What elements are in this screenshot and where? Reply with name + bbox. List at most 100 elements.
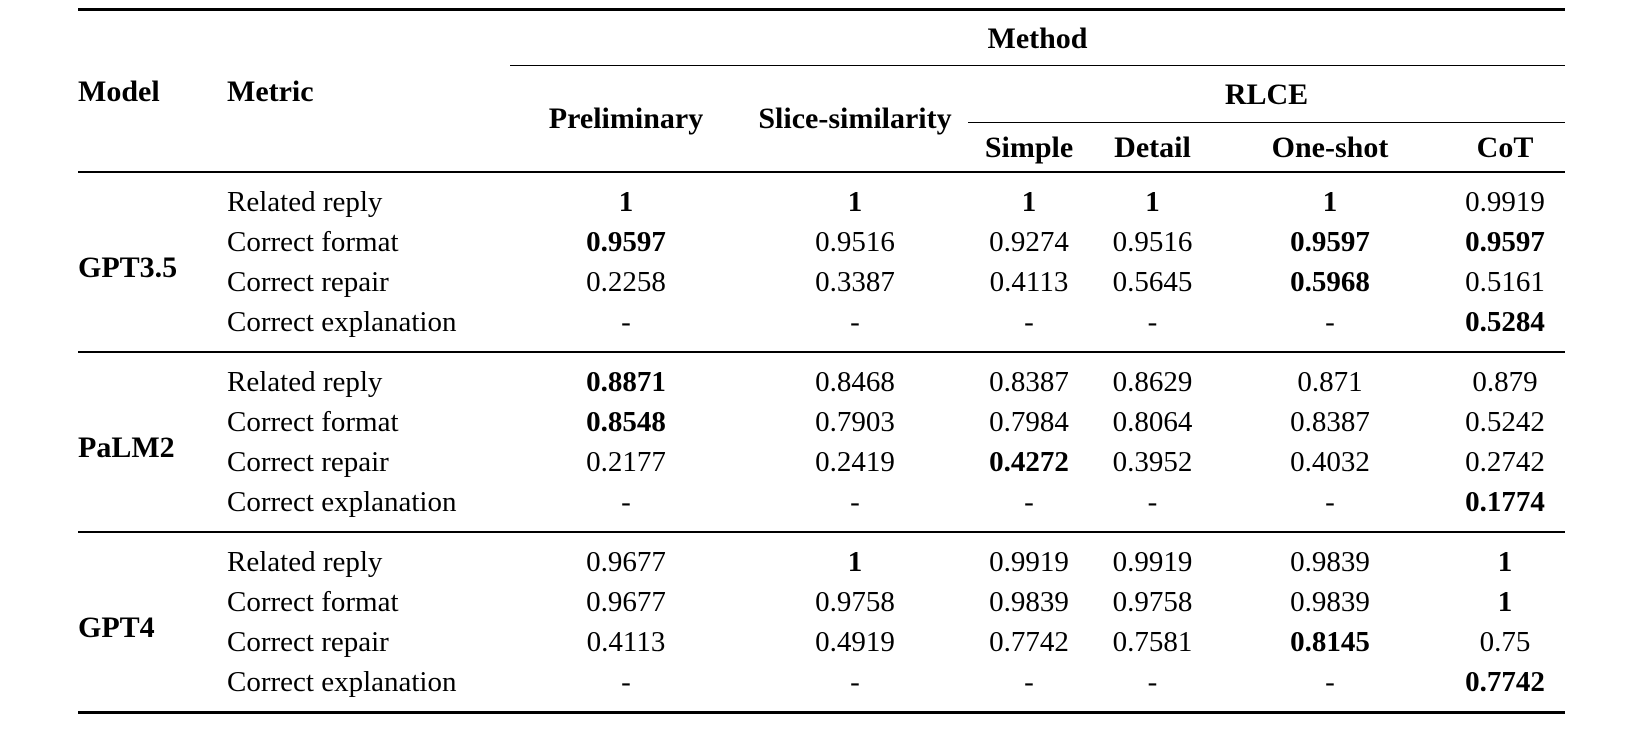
value-cell: -	[1325, 486, 1335, 519]
column-header-metric: Metric	[218, 9, 510, 173]
value-cell: -	[850, 306, 860, 339]
model-name: GPT3.5	[78, 250, 178, 284]
value-cell: 0.9839	[989, 586, 1069, 619]
value-cell: 0.8387	[1290, 406, 1370, 439]
metric-label: Correct repair	[227, 446, 389, 479]
value-cell: 1	[1021, 186, 1037, 219]
model-name: GPT4	[78, 610, 155, 644]
value-cell: 0.8468	[815, 366, 895, 399]
column-group-header-rlce: RLCE	[968, 65, 1565, 123]
column-group-header-method: Method	[510, 9, 1565, 66]
value-cell: 0.4113	[989, 266, 1069, 299]
value-cell: -	[1024, 666, 1034, 699]
value-cell: 0.879	[1472, 366, 1538, 399]
header-row-method: Model Metric Method	[78, 9, 1565, 173]
column-header-detail: Detail	[1090, 122, 1215, 173]
table-row: PaLM2 Related reply 0.8871 0.8468 0.8387 0.86…	[78, 352, 1565, 463]
value-cell: -	[850, 666, 860, 699]
value-cell: -	[1147, 306, 1158, 339]
table-row: Correct repair 0.4113 0.4919 0.7742 0.7581 0.…	[78, 623, 1565, 663]
value-cell: 0.9516	[1112, 226, 1193, 259]
value-cell: 0.9758	[815, 586, 895, 619]
metric-label: Related reply	[227, 546, 383, 579]
table-row: GPT4 Related reply 0.9677 1 0.9919 0.9919 0.98…	[78, 532, 1565, 643]
value-cell: 0.5968	[1290, 266, 1370, 299]
column-header-cot: CoT	[1445, 122, 1565, 173]
value-cell: -	[1325, 306, 1335, 339]
value-cell: -	[1024, 306, 1034, 339]
value-cell: 0.9677	[586, 546, 666, 579]
value-cell: 0.4919	[815, 626, 895, 659]
value-cell: 0.4032	[1290, 446, 1370, 479]
results-table: Model Metric Method Preliminary Slice-si…	[78, 8, 1565, 714]
metric-label: Related reply	[227, 366, 383, 399]
column-header-model: Model	[78, 9, 218, 173]
model-group: GPT4 Related reply 0.9677 1 0.9919 0.9919 0.98…	[78, 532, 1565, 713]
table-row: GPT3.5 Related reply 1 1 1 1 1 0.9919	[78, 172, 1565, 283]
value-cell: 1	[1322, 186, 1338, 219]
table-header: Model Metric Method Preliminary Slice-si…	[78, 9, 1565, 173]
value-cell: 0.75	[1479, 626, 1531, 659]
value-cell: -	[1147, 486, 1158, 519]
value-cell: 0.9677	[586, 586, 666, 619]
metric-label: Correct format	[227, 406, 399, 439]
value-cell: 0.7581	[1112, 626, 1193, 659]
value-cell: 0.4272	[989, 446, 1069, 479]
value-cell: 0.9919	[989, 546, 1069, 579]
value-cell: 1	[1145, 186, 1160, 219]
value-cell: 0.9839	[1290, 546, 1370, 579]
column-header-slice-similarity: Slice-similarity	[742, 65, 968, 173]
value-cell: -	[850, 486, 860, 519]
value-cell: 0.5284	[1465, 306, 1545, 339]
table-row: Correct explanation - - - - - 0.5284	[78, 303, 1565, 352]
value-cell: 1	[618, 186, 634, 219]
value-cell: -	[621, 486, 631, 519]
model-group: PaLM2 Related reply 0.8871 0.8468 0.8387 0.86…	[78, 352, 1565, 532]
table-row: Correct format 0.8548 0.7903 0.7984 0.8064 0.…	[78, 403, 1565, 443]
value-cell: 0.8548	[586, 406, 666, 439]
value-cell: -	[1325, 666, 1335, 699]
value-cell: 0.7742	[1465, 666, 1545, 699]
value-cell: -	[1024, 486, 1034, 519]
value-cell: 0.4113	[586, 626, 666, 659]
value-cell: 0.8629	[1112, 366, 1193, 399]
metric-label: Correct repair	[227, 266, 389, 299]
value-cell: 0.9919	[1112, 546, 1193, 579]
value-cell: 0.2742	[1465, 446, 1545, 479]
column-header-preliminary: Preliminary	[510, 65, 742, 173]
table-row: Correct repair 0.2258 0.3387 0.4113 0.5645 0.…	[78, 263, 1565, 303]
value-cell: 0.2258	[586, 266, 666, 299]
value-cell: 1	[847, 546, 863, 579]
value-cell: -	[1147, 666, 1158, 699]
metric-label: Correct format	[227, 226, 399, 259]
value-cell: 0.9597	[1290, 226, 1370, 259]
value-cell: 0.7742	[989, 626, 1069, 659]
value-cell: 0.3952	[1112, 446, 1193, 479]
table-row: Correct explanation - - - - - 0.1774	[78, 483, 1565, 532]
metric-label: Correct repair	[227, 626, 389, 659]
value-cell: 0.9516	[815, 226, 895, 259]
value-cell: 0.871	[1297, 366, 1363, 399]
model-group: GPT3.5 Related reply 1 1 1 1 1 0.9919 Correct fo…	[78, 172, 1565, 352]
value-cell: 0.9597	[1465, 226, 1545, 259]
column-header-one-shot: One-shot	[1215, 122, 1445, 173]
value-cell: 0.7984	[989, 406, 1069, 439]
value-cell: 0.9274	[989, 226, 1069, 259]
table-row: Correct repair 0.2177 0.2419 0.4272 0.3952 0.…	[78, 443, 1565, 483]
table-row: Correct explanation - - - - - 0.7742	[78, 663, 1565, 713]
value-cell: 0.8145	[1290, 626, 1370, 659]
value-cell: 0.3387	[815, 266, 895, 299]
model-name: PaLM2	[78, 430, 175, 464]
value-cell: 0.9839	[1290, 586, 1370, 619]
value-cell: 0.8387	[989, 366, 1069, 399]
table-row: Correct format 0.9597 0.9516 0.9274 0.9516 0.…	[78, 223, 1565, 263]
column-header-simple: Simple	[968, 122, 1090, 173]
value-cell: -	[621, 666, 631, 699]
value-cell: 1	[1497, 586, 1513, 619]
metric-label: Correct explanation	[227, 486, 457, 519]
metric-label: Correct explanation	[227, 306, 457, 339]
value-cell: 1	[847, 186, 863, 219]
metric-label: Related reply	[227, 186, 383, 219]
value-cell: 0.9597	[586, 226, 666, 259]
